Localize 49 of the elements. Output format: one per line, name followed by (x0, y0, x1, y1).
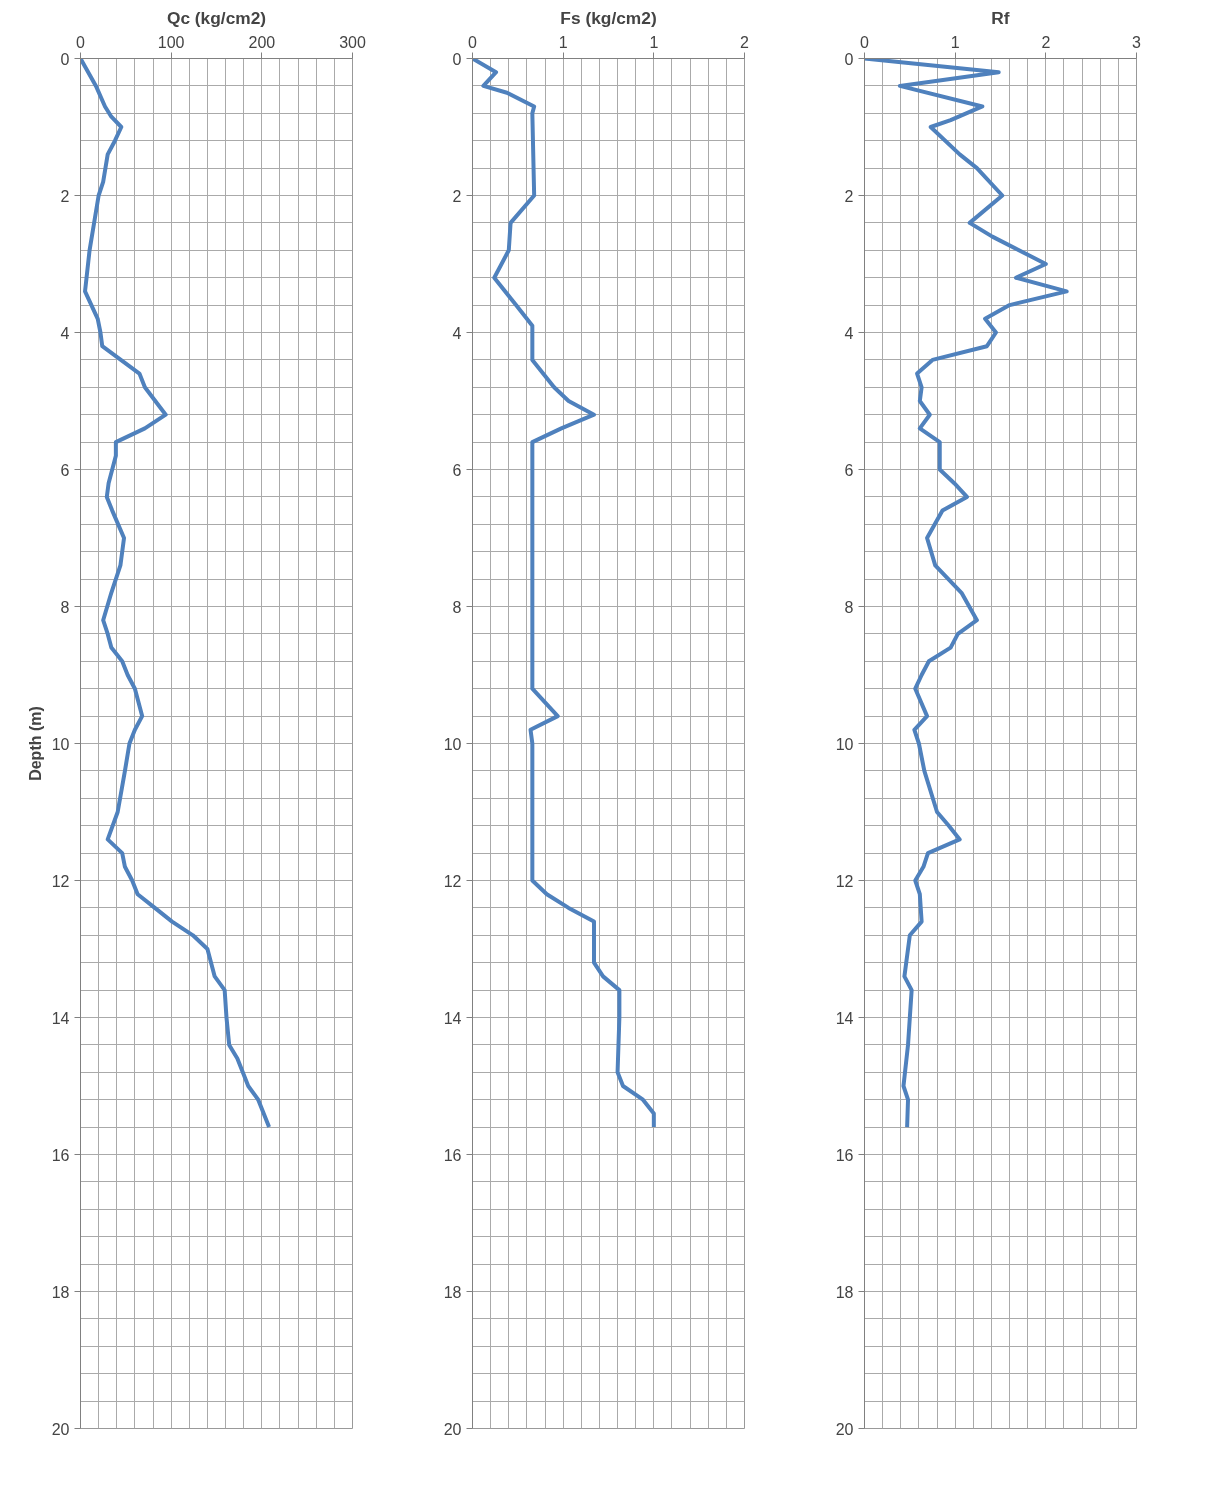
y-tick-label: 2 (60, 187, 70, 205)
x-tick-label: 2 (740, 33, 750, 51)
y-tick-label: 18 (443, 1283, 462, 1301)
y-tick-label: 4 (452, 324, 462, 342)
y-tick-label: 6 (60, 461, 70, 479)
y-tick-label: 2 (452, 187, 462, 205)
y-tick-label: 14 (51, 1009, 70, 1027)
chart-title: Rf (991, 7, 1010, 28)
y-tick-label: 10 (443, 735, 462, 753)
y-tick-label: 14 (443, 1009, 462, 1027)
x-tick-label: 1 (558, 33, 568, 51)
x-tick-label: 3 (1132, 33, 1142, 51)
y-tick-label: 0 (452, 50, 462, 68)
y-tick-label: 12 (51, 872, 70, 890)
y-tick-label: 0 (60, 50, 70, 68)
y-tick-label: 4 (844, 324, 854, 342)
y-tick-label: 16 (443, 1146, 462, 1164)
y-tick-label: 18 (51, 1283, 70, 1301)
y-tick-label: 16 (51, 1146, 70, 1164)
y-tick-label: 20 (443, 1420, 462, 1438)
y-tick-label: 10 (835, 735, 854, 753)
x-tick-label: 0 (468, 33, 478, 51)
x-tick-label: 0 (860, 33, 870, 51)
y-tick-label: 20 (835, 1420, 854, 1438)
chart-title: Qc (kg/cm2) (166, 7, 267, 28)
y-tick-label: 4 (60, 324, 70, 342)
y-tick-label: 20 (51, 1420, 70, 1438)
y-tick-label: 2 (844, 187, 854, 205)
y-tick-label: 12 (443, 872, 462, 890)
y-axis-title: Depth (m) (26, 706, 44, 781)
x-tick-label: 100 (157, 33, 185, 51)
y-tick-label: 8 (452, 598, 462, 616)
y-tick-label: 6 (452, 461, 462, 479)
y-tick-label: 10 (51, 735, 70, 753)
y-tick-label: 16 (835, 1146, 854, 1164)
y-tick-label: 18 (835, 1283, 854, 1301)
y-tick-label: 0 (844, 50, 854, 68)
y-tick-label: 8 (844, 598, 854, 616)
x-tick-label: 200 (248, 33, 276, 51)
x-tick-label: 300 (339, 33, 366, 51)
y-tick-label: 14 (835, 1009, 854, 1027)
x-tick-label: 1 (649, 33, 659, 51)
x-tick-label: 1 (950, 33, 960, 51)
y-tick-label: 8 (60, 598, 70, 616)
y-tick-label: 12 (835, 872, 854, 890)
x-tick-label: 2 (1041, 33, 1051, 51)
x-tick-label: 0 (76, 33, 86, 51)
chart-title: Fs (kg/cm2) (560, 7, 657, 28)
y-tick-label: 6 (844, 461, 854, 479)
